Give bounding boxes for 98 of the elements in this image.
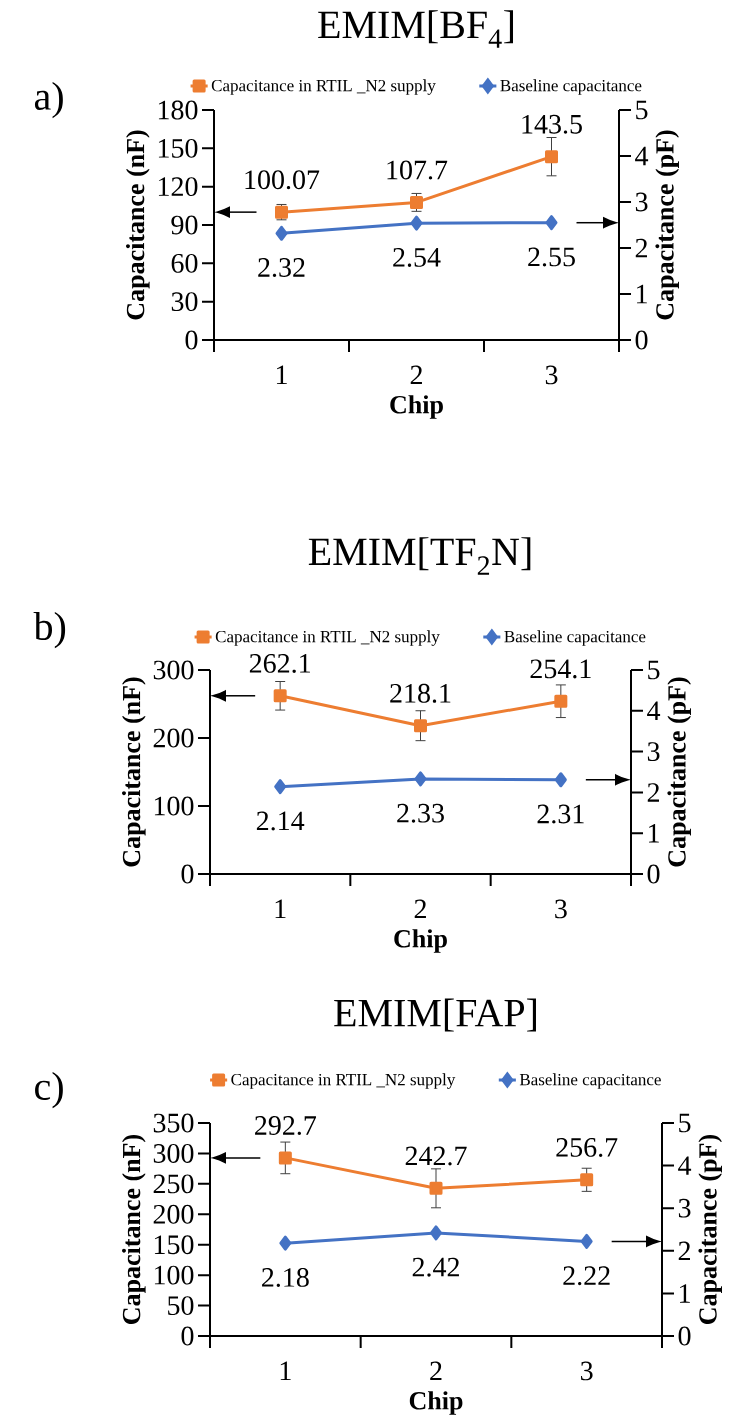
legend-label: Capacitance in RTIL _N2 supply — [215, 630, 440, 646]
data-label: 2.55 — [528, 247, 575, 267]
chart-title: EMIM[TF$_{2}$N] — [308, 537, 531, 575]
data-label: 242.7 — [405, 1146, 467, 1166]
legend-label: Capacitance in RTIL _N2 supply — [211, 79, 436, 95]
point — [580, 1173, 594, 1187]
point — [414, 719, 427, 733]
x-axis-title: Chip — [394, 929, 447, 953]
y-tick-label: 300 — [153, 660, 194, 680]
y-tick-label: 350 — [153, 1113, 194, 1133]
y-tick-label: 150 — [154, 1235, 194, 1255]
y-tick-label: 120 — [158, 177, 198, 197]
y2-axis-title: Capacitance (pF) — [698, 1135, 722, 1324]
data-label: 256.7 — [556, 1138, 618, 1157]
y-tick-label: 90 — [171, 215, 198, 235]
point — [554, 772, 567, 788]
point — [430, 1225, 443, 1241]
text: b) — [33, 611, 66, 649]
x-tick-label: 3 — [555, 899, 567, 919]
y2-tick-label: 1 — [680, 1284, 690, 1303]
x-tick-label: 1 — [275, 899, 286, 919]
y-tick-label: 200 — [153, 728, 194, 748]
point — [554, 694, 568, 708]
legend-label: Capacitance in RTIL _N2 supply — [231, 1073, 456, 1089]
y2-axis-title: Capacitance (pF) — [655, 130, 679, 320]
y-axis-title: Capacitance (nF) — [126, 130, 150, 320]
y2-tick-label: 3 — [647, 742, 660, 762]
y-tick-label: 60 — [171, 253, 198, 273]
y-tick-label: 0 — [181, 864, 194, 884]
y2-tick-label: 5 — [636, 100, 648, 120]
x-tick-label: 2 — [410, 365, 422, 385]
y-tick-label: 180 — [158, 100, 198, 120]
data-label: 2.31 — [537, 804, 584, 824]
data-label: 2.18 — [262, 1267, 309, 1287]
point — [545, 150, 558, 164]
y2-tick-label: 5 — [679, 1113, 691, 1133]
y2-tick-label: 0 — [647, 864, 660, 884]
legend-label: Baseline capacitance — [519, 1073, 661, 1089]
x-tick-label: 2 — [430, 1361, 442, 1381]
x-tick-label: 1 — [280, 1361, 291, 1381]
y-tick-label: 250 — [153, 1174, 194, 1194]
data-label: 2.42 — [412, 1257, 459, 1277]
x-tick-label: 3 — [545, 365, 558, 385]
y2-tick-label: 3 — [678, 1198, 691, 1218]
y-tick-label: 0 — [185, 330, 198, 350]
data-label: 107.7 — [387, 160, 448, 180]
data-label: 262.1 — [249, 654, 310, 673]
x-axis-title: Chip — [409, 1391, 463, 1415]
legend-label: Baseline capacitance — [504, 630, 646, 646]
y-tick-label: 0 — [181, 1326, 194, 1346]
y-tick-label: 300 — [153, 1144, 194, 1163]
y-tick-label: 30 — [171, 292, 198, 312]
point — [278, 1151, 292, 1165]
point — [279, 1235, 292, 1251]
y-axis-title: Capacitance (nF) — [122, 677, 146, 867]
y2-tick-label: 2 — [635, 238, 647, 258]
y-tick-label: 100 — [154, 796, 194, 816]
data-label: 218.1 — [390, 683, 451, 703]
x-tick-label: 3 — [581, 1361, 593, 1381]
x-tick-label: 2 — [414, 899, 426, 919]
y2-tick-label: 0 — [635, 330, 648, 350]
legend-label: Baseline capacitance — [500, 79, 642, 95]
data-label: 100.07 — [245, 170, 320, 190]
y2-tick-label: 2 — [647, 783, 659, 802]
y-tick-label: 50 — [168, 1296, 194, 1316]
y2-tick-label: 0 — [678, 1326, 691, 1346]
chart-title: EMIM[BF$_{4}$] — [318, 10, 514, 48]
y2-tick-label: 4 — [678, 1156, 692, 1175]
text: c) — [35, 1071, 63, 1109]
y2-tick-label: 1 — [649, 823, 659, 843]
y-tick-label: 150 — [158, 138, 198, 158]
data-label: 292.7 — [255, 1116, 317, 1136]
point — [429, 1181, 443, 1195]
data-label: 143.5 — [522, 114, 582, 134]
point — [414, 771, 427, 787]
y2-tick-label: 1 — [637, 284, 647, 304]
point — [580, 1233, 593, 1249]
y-axis-title: Capacitance (nF) — [122, 1134, 146, 1324]
chart-title: EMIM[FAP] — [334, 998, 536, 1032]
y2-tick-label: 2 — [678, 1241, 690, 1261]
y2-axis-title: Capacitance (pF) — [667, 677, 691, 867]
y-tick-label: 200 — [153, 1204, 194, 1224]
data-label: 254.1 — [530, 659, 591, 679]
x-tick-label: 1 — [276, 365, 287, 385]
point — [274, 779, 287, 795]
y-tick-label: 100 — [154, 1265, 194, 1285]
text: a) — [34, 81, 63, 119]
data-label: 2.14 — [256, 811, 305, 831]
x-axis-title: Chip — [390, 395, 443, 419]
data-label: 2.32 — [258, 258, 305, 278]
data-label: 2.22 — [563, 1266, 610, 1286]
y2-tick-label: 4 — [635, 146, 649, 166]
point — [273, 689, 287, 703]
y2-tick-label: 4 — [647, 701, 661, 721]
y2-tick-label: 5 — [648, 660, 660, 680]
data-label: 2.54 — [393, 248, 441, 267]
y2-tick-label: 3 — [635, 192, 648, 212]
data-label: 2.33 — [397, 803, 444, 823]
